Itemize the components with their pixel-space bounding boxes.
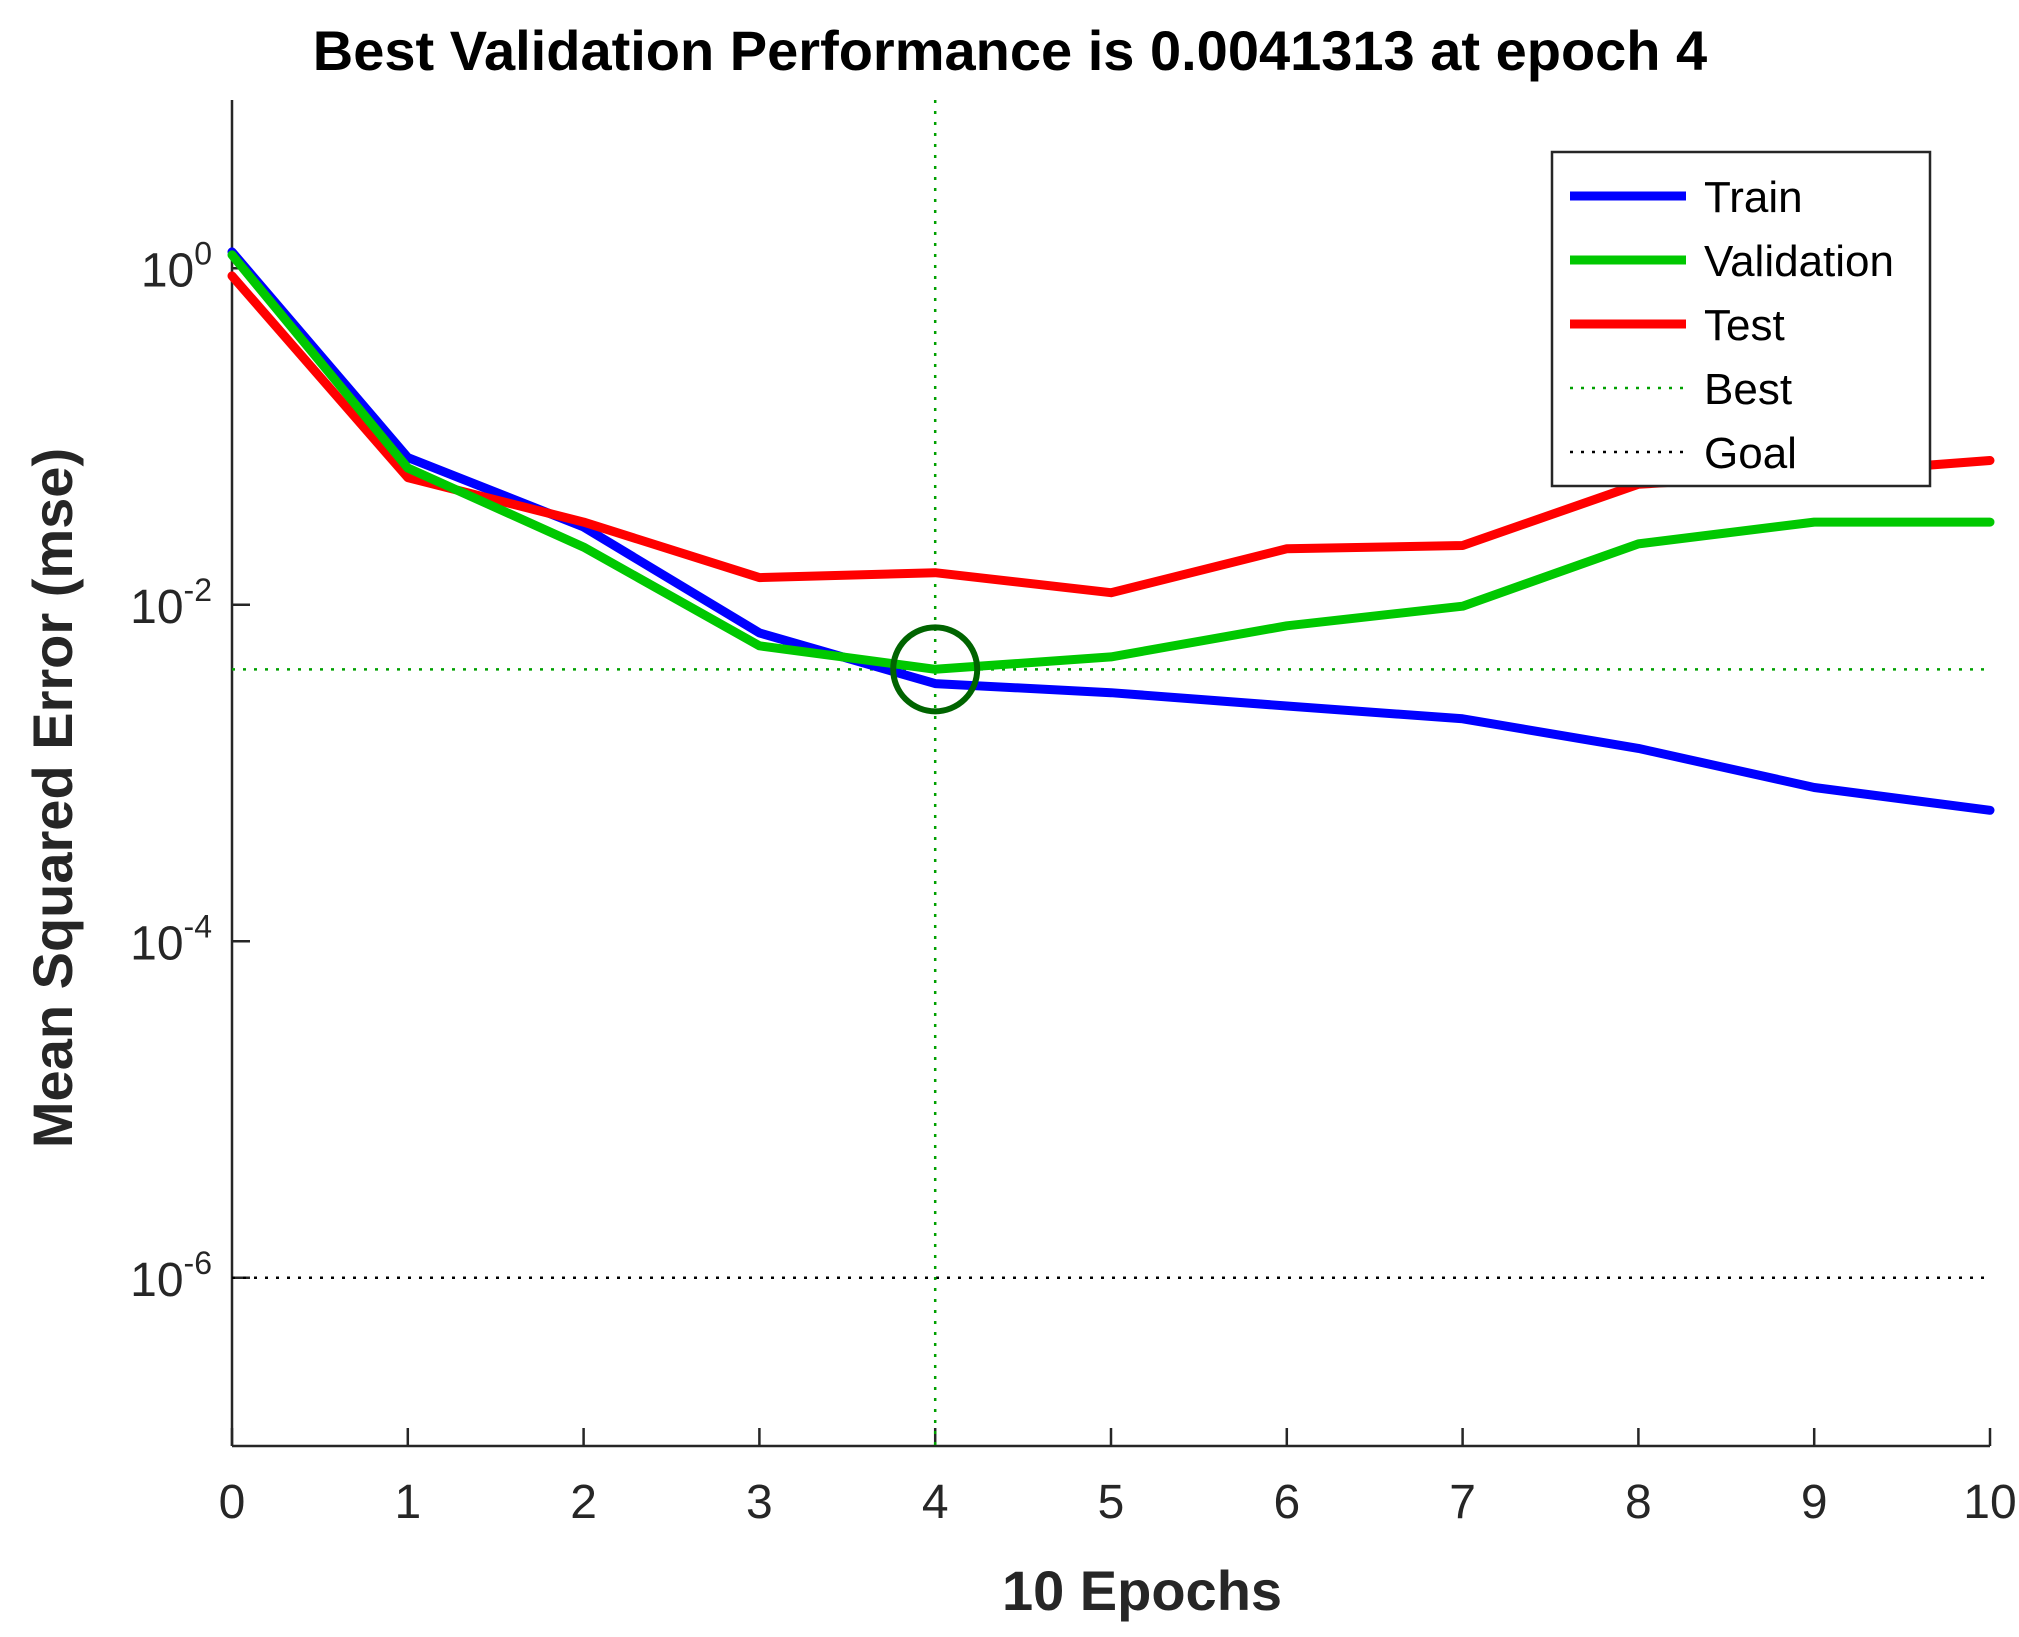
x-tick-label: 1 [394,1476,421,1529]
y-axis-label: Mean Squared Error (mse) [21,448,84,1148]
legend-label-train: Train [1704,173,1803,222]
chart-title: Best Validation Performance is 0.0041313… [313,19,1707,82]
x-tick-label: 7 [1449,1476,1476,1529]
x-axis-label: 10 Epochs [1002,1559,1282,1622]
x-tick-label: 5 [1098,1476,1125,1529]
y-tick-label: 100 [141,235,212,297]
y-tick-label: 10-2 [130,572,212,634]
x-tick-label: 6 [1273,1476,1300,1529]
legend-box [1550,150,1932,488]
x-tick-label: 3 [746,1476,773,1529]
legend-label-test: Test [1704,301,1785,350]
x-tick-label: 8 [1625,1476,1652,1529]
best-marker-circle [890,624,981,715]
legend-label-best: Best [1704,365,1792,414]
y-tick-label: 10-6 [130,1245,212,1307]
x-tick-label: 4 [922,1476,949,1529]
legend: Train Validation Test Best Goal [1550,150,1932,488]
x-tick-label: 0 [219,1476,246,1529]
series-line-validation [227,250,1995,674]
legend-label-goal: Goal [1704,429,1797,478]
legend-label-validation: Validation [1704,237,1894,286]
x-tick-label: 10 [1963,1476,2016,1529]
x-tick-label: 2 [570,1476,597,1529]
y-tick-label: 10-4 [130,908,212,970]
x-tick-label: 9 [1801,1476,1828,1529]
plot-area: 0 1 2 3 4 5 6 7 8 9 10 100 10-2 10-4 10-6 [130,100,2017,1529]
